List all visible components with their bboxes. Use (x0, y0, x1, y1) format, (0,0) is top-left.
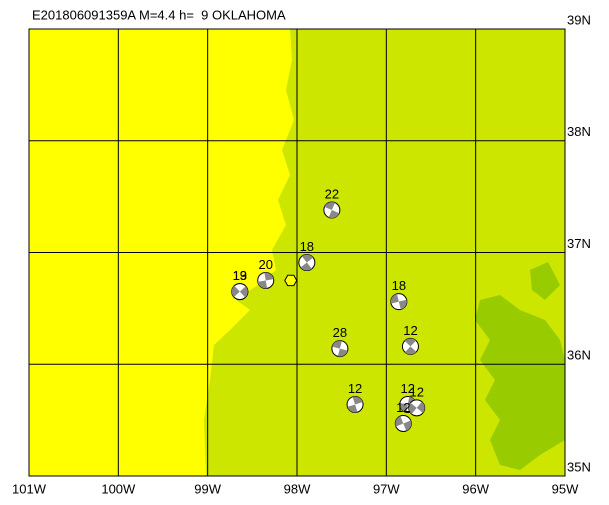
beachball (394, 414, 412, 432)
beachball-quadrant (408, 402, 417, 414)
beachball-quadrant (239, 286, 248, 298)
beachball-quadrant (337, 348, 348, 357)
lake-region (475, 295, 565, 470)
depth-label: 28 (333, 325, 347, 340)
depth-label: 12 (401, 381, 415, 396)
beachball-quadrant (328, 210, 340, 219)
beachball-quadrant (390, 293, 399, 304)
map-frame (28, 28, 566, 477)
beachball (408, 399, 426, 417)
beachball-quadrant (416, 401, 425, 413)
beachball (401, 337, 419, 355)
x-tick-label: 100W (101, 481, 136, 496)
beachball (390, 293, 408, 311)
beachball (331, 340, 349, 358)
depth-label: 13 (233, 268, 247, 283)
depth-label: 22 (325, 186, 339, 201)
x-tick-label: 101W (12, 481, 47, 496)
beachball-quadrant (264, 272, 274, 281)
beachball-quadrant (231, 285, 240, 297)
x-tick-label: 97W (373, 481, 400, 496)
y-tick-label: 38N (567, 124, 591, 139)
beachball-quadrant (257, 280, 268, 289)
beachball-quadrant (405, 346, 417, 355)
beachball-quadrant (332, 340, 342, 349)
beachball-quadrant (347, 404, 358, 413)
beachball-quadrant (404, 338, 416, 347)
beachball (231, 283, 249, 301)
x-tick-label: 95W (552, 481, 579, 496)
depth-label: 18 (300, 239, 314, 254)
beachball-quadrant (301, 254, 314, 263)
beachball-quadrant (352, 396, 363, 405)
beachball (257, 271, 275, 289)
lake-region (530, 262, 560, 300)
x-tick-label: 96W (462, 481, 489, 496)
epicenter (284, 274, 298, 287)
y-tick-label: 35N (567, 459, 591, 474)
beachball (298, 254, 316, 272)
depth-label: 20 (258, 257, 272, 272)
depth-label: 12 (396, 400, 410, 415)
beachball-quadrant (324, 202, 335, 211)
beachball-quadrant (403, 420, 412, 431)
x-tick-label: 99W (194, 481, 221, 496)
depth-label: 12 (403, 323, 417, 338)
beachball-quadrant (399, 403, 408, 413)
y-tick-label: 37N (567, 236, 591, 251)
y-tick-label: 39N (567, 12, 591, 27)
depth-label: 12 (409, 384, 423, 399)
beachball-quadrant (398, 299, 407, 310)
depth-label: 12 (348, 381, 362, 396)
depth-label: 18 (392, 278, 406, 293)
y-tick-label: 36N (567, 348, 591, 363)
beachball-quadrant (395, 416, 404, 427)
x-tick-label: 98W (284, 481, 311, 496)
map-title: E201806091359A M=4.4 h= 9 OKLAHOMA (32, 7, 286, 22)
depth-label: 19 (233, 268, 247, 283)
beachball-quadrant (300, 262, 312, 271)
beachball (346, 395, 364, 413)
beachball (323, 201, 341, 219)
